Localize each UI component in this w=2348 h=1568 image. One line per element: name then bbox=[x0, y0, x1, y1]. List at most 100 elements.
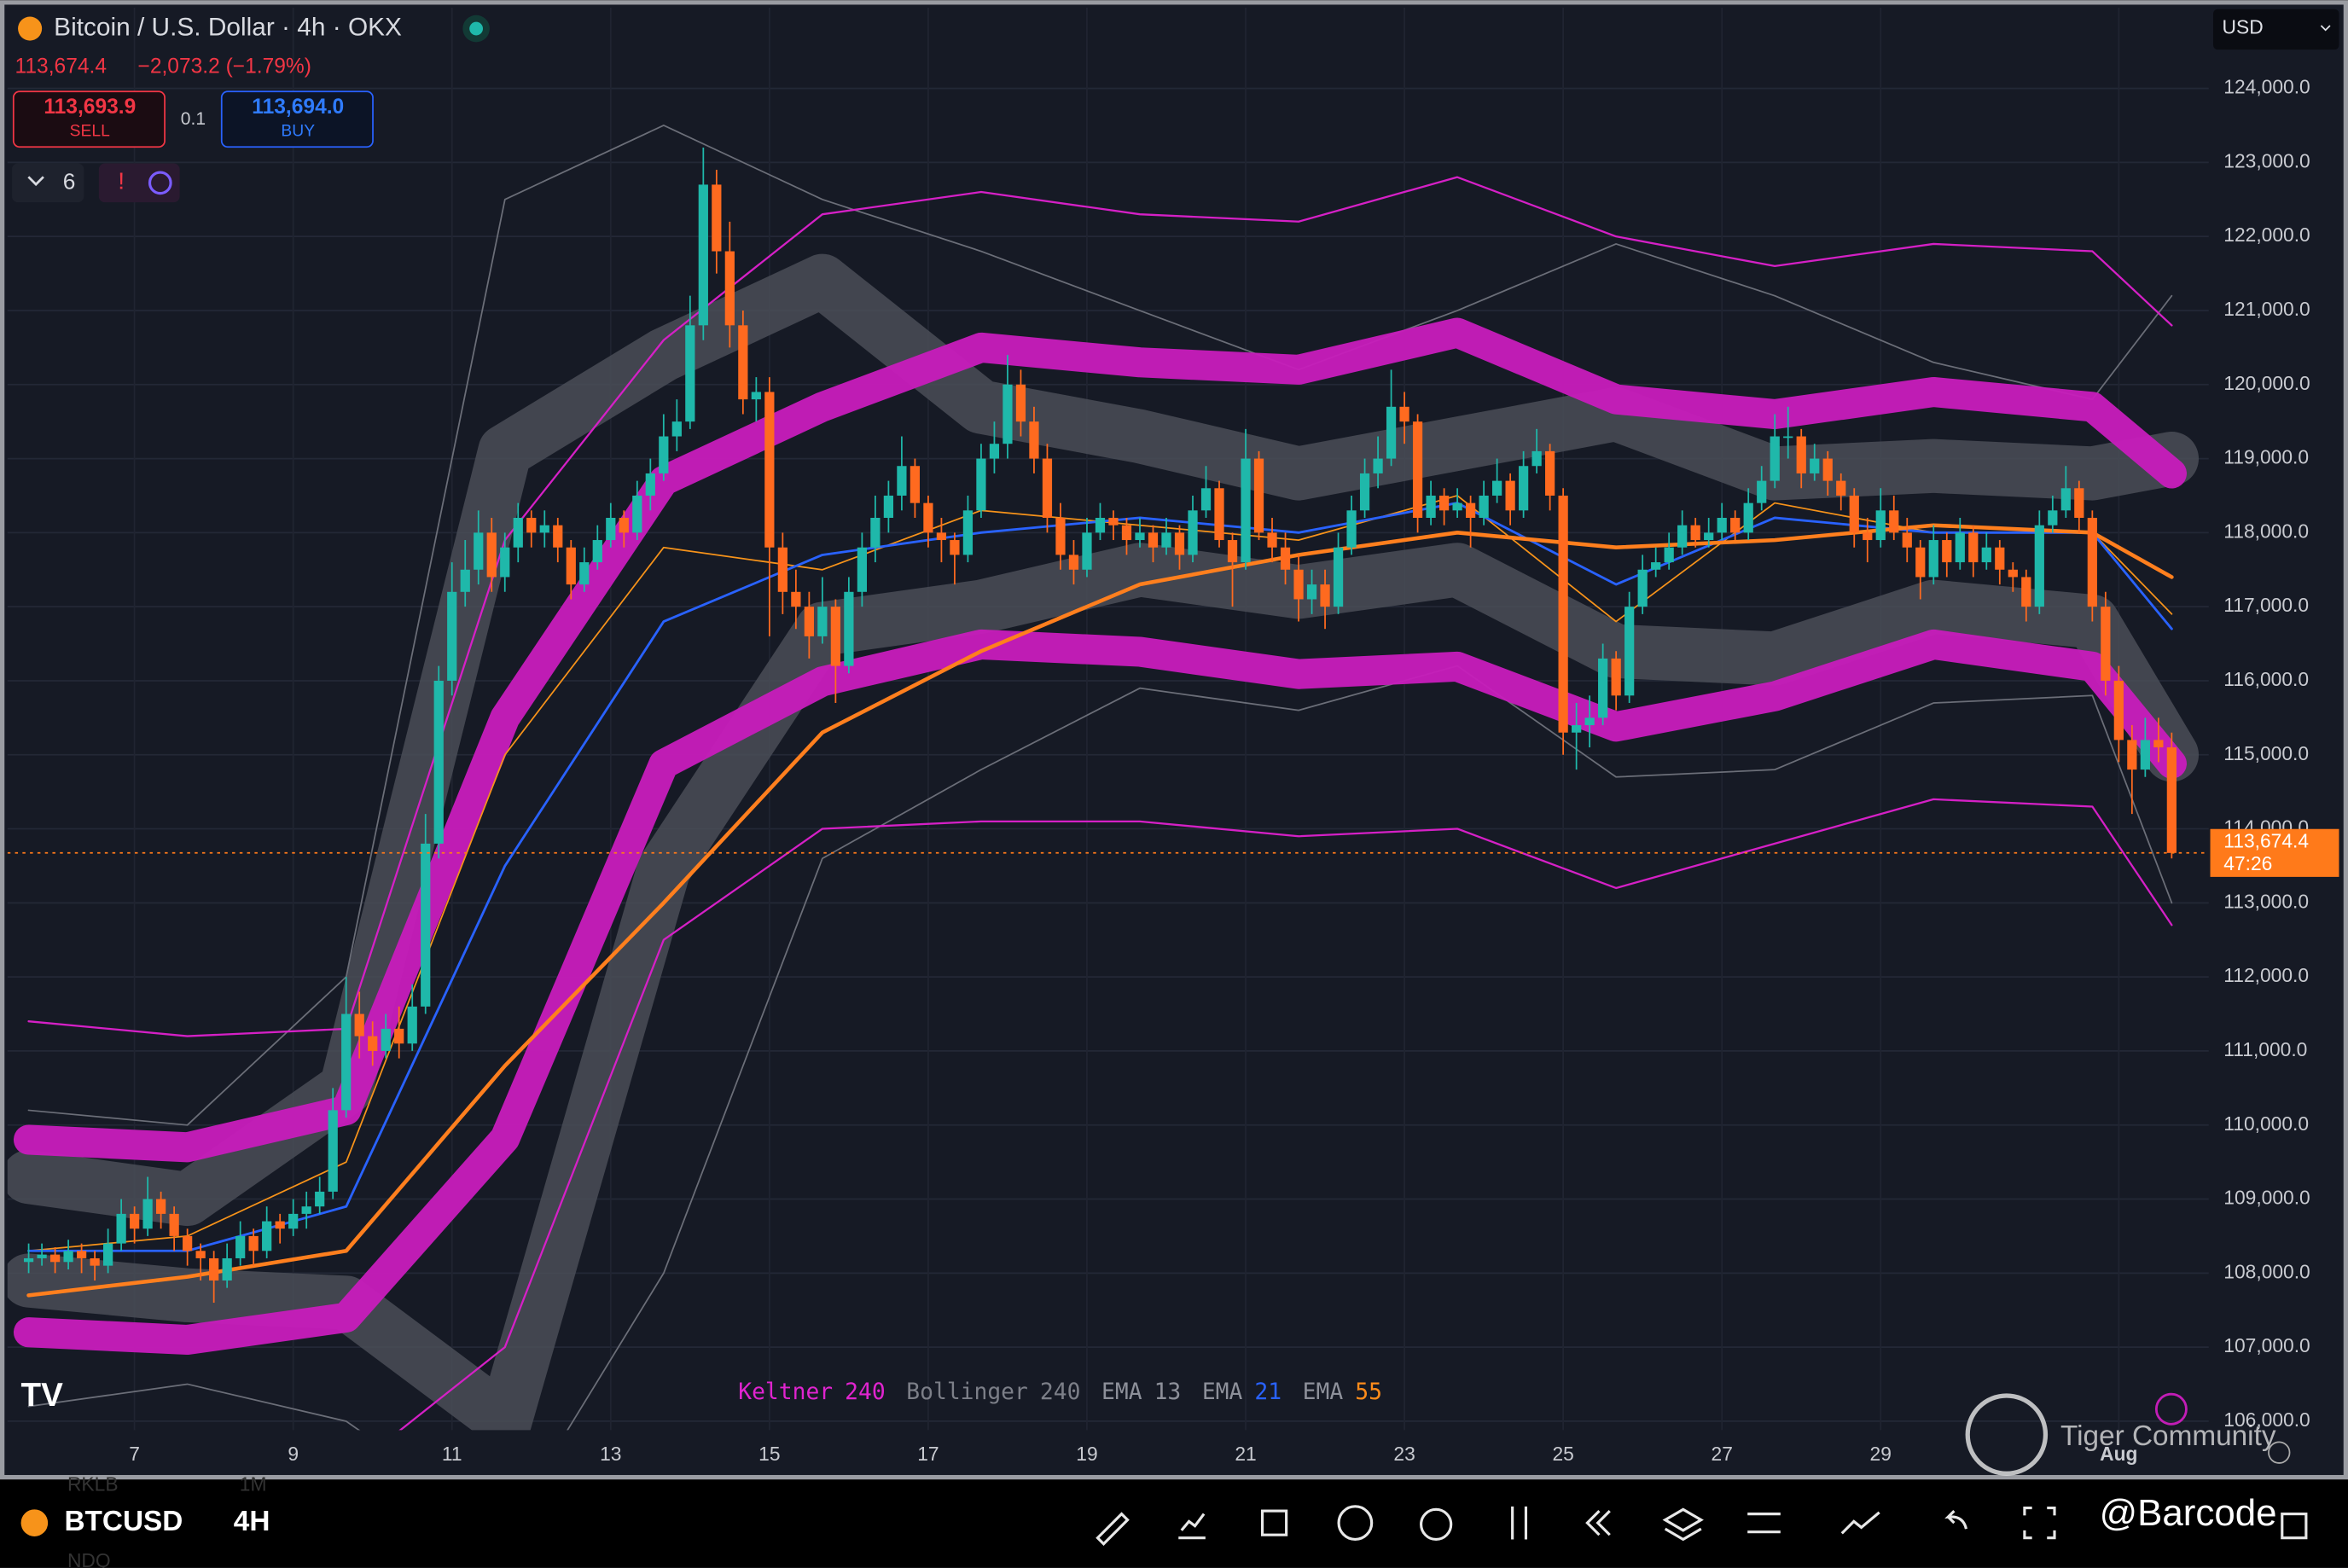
layout-tool[interactable] bbox=[1260, 1509, 1288, 1536]
candle-body bbox=[1796, 436, 1806, 473]
candle-body bbox=[1386, 406, 1397, 459]
trend-tool[interactable] bbox=[1840, 1511, 1880, 1535]
candle-body bbox=[976, 458, 986, 511]
candle-body bbox=[566, 547, 576, 585]
candle-body bbox=[102, 1243, 113, 1266]
candle-body bbox=[315, 1191, 325, 1207]
plot-area bbox=[7, 125, 2209, 1431]
candle-body bbox=[1029, 421, 1039, 459]
y-tick-label: 121,000.0 bbox=[2223, 298, 2310, 320]
candle-body bbox=[156, 1199, 166, 1214]
candle-body bbox=[1200, 488, 1212, 511]
candle-body bbox=[1267, 532, 1277, 548]
draw-tool[interactable] bbox=[1096, 1512, 1130, 1546]
candle-body bbox=[1955, 532, 1965, 563]
candle-body bbox=[619, 518, 629, 533]
candle-body bbox=[1042, 458, 1053, 519]
last-price-label: 113,674.4 bbox=[2223, 830, 2309, 852]
add-tool[interactable] bbox=[1337, 1505, 1374, 1542]
currency: USD bbox=[2223, 16, 2264, 38]
indicator-count: 6 bbox=[63, 168, 76, 194]
x-tick-label: 17 bbox=[917, 1443, 939, 1465]
candle-body bbox=[645, 473, 655, 496]
candle-tool[interactable] bbox=[1511, 1506, 1528, 1540]
candle-body bbox=[804, 607, 814, 636]
candle-body bbox=[1148, 532, 1159, 548]
candle-body bbox=[1531, 450, 1542, 467]
currency-select[interactable] bbox=[2213, 9, 2339, 50]
candle-body bbox=[1981, 547, 1991, 563]
candle-body bbox=[671, 421, 682, 437]
candle-body bbox=[2074, 488, 2084, 519]
candle-body bbox=[2140, 740, 2150, 770]
candle-body bbox=[1915, 547, 1926, 578]
buy-button[interactable] bbox=[220, 90, 374, 148]
x-tick-label: 27 bbox=[1712, 1443, 1733, 1465]
indicator-line bbox=[27, 125, 2173, 1126]
candle-body bbox=[275, 1221, 285, 1229]
fullscreen-tool[interactable] bbox=[2023, 1507, 2056, 1540]
candle-body bbox=[1108, 518, 1119, 526]
candle-body bbox=[923, 502, 933, 533]
sell-button[interactable] bbox=[12, 90, 166, 148]
indicator-toggle[interactable] bbox=[12, 163, 84, 203]
alert-tool[interactable] bbox=[1420, 1507, 1453, 1542]
candle-body bbox=[407, 1006, 417, 1044]
candle-body bbox=[142, 1199, 153, 1229]
footer-interval[interactable]: 4H bbox=[234, 1506, 270, 1537]
candle-body bbox=[962, 510, 973, 555]
indicator-tool[interactable] bbox=[1178, 1513, 1206, 1540]
legend-param: 21 bbox=[1254, 1379, 1282, 1405]
candle-body bbox=[1558, 495, 1568, 733]
x-tick-label: 7 bbox=[129, 1443, 140, 1465]
x-tick-label: 11 bbox=[442, 1443, 462, 1465]
candle-body bbox=[2153, 740, 2164, 748]
candle-body bbox=[49, 1254, 61, 1263]
candle-body bbox=[1968, 532, 1979, 563]
y-tick-label: 111,000.0 bbox=[2223, 1038, 2307, 1060]
footer-symbol[interactable]: BTCUSD bbox=[64, 1506, 183, 1537]
candle-body bbox=[1611, 658, 1621, 696]
y-tick-label: 116,000.0 bbox=[2223, 668, 2309, 690]
candle-body bbox=[2127, 740, 2137, 770]
undo-tool[interactable] bbox=[1944, 1509, 1967, 1530]
layers-tool[interactable] bbox=[1662, 1507, 1704, 1542]
candle-body bbox=[23, 1257, 34, 1263]
y-tick-label: 115,000.0 bbox=[2223, 742, 2309, 764]
x-tick-label: 21 bbox=[1235, 1443, 1256, 1465]
flash-icon[interactable] bbox=[2154, 1392, 2188, 1426]
behind-interval: 1M bbox=[240, 1472, 267, 1495]
candle-body bbox=[486, 532, 497, 578]
replay-tool[interactable] bbox=[1585, 1509, 1611, 1536]
candle-body bbox=[1359, 473, 1370, 511]
candle-body bbox=[1253, 458, 1264, 533]
btc-icon bbox=[18, 16, 43, 41]
candle-body bbox=[1704, 532, 1714, 541]
alerts[interactable] bbox=[98, 163, 180, 203]
y-tick-label: 107,000.0 bbox=[2223, 1334, 2310, 1356]
legend-label: Bollinger bbox=[906, 1379, 1028, 1405]
toolbar-icons bbox=[1096, 1505, 2308, 1546]
buy-price: 113,694.0 bbox=[252, 96, 344, 119]
handle: @Barcode bbox=[2100, 1492, 2277, 1534]
candle-body bbox=[2087, 518, 2097, 607]
settings-icon[interactable] bbox=[2268, 1441, 2291, 1464]
candle-body bbox=[1651, 562, 1661, 570]
chevron bbox=[27, 176, 44, 187]
sell-price: 113,693.9 bbox=[44, 96, 136, 119]
candle-body bbox=[1465, 502, 1476, 519]
candle-body bbox=[1545, 450, 1555, 496]
candle-body bbox=[659, 436, 669, 473]
settings-tool[interactable] bbox=[1747, 1513, 1781, 1534]
candle-body bbox=[1770, 436, 1780, 481]
indicator-line bbox=[27, 665, 2173, 1431]
candle-body bbox=[936, 532, 947, 541]
candle-body bbox=[447, 591, 457, 681]
spread: 0.1 bbox=[181, 109, 206, 129]
candle-body bbox=[1757, 480, 1767, 503]
candle-body bbox=[1438, 495, 1450, 511]
candle-body bbox=[2101, 607, 2111, 681]
share-tool[interactable] bbox=[2281, 1513, 2308, 1540]
candle-body bbox=[1306, 584, 1317, 600]
candle-body bbox=[2060, 488, 2071, 511]
